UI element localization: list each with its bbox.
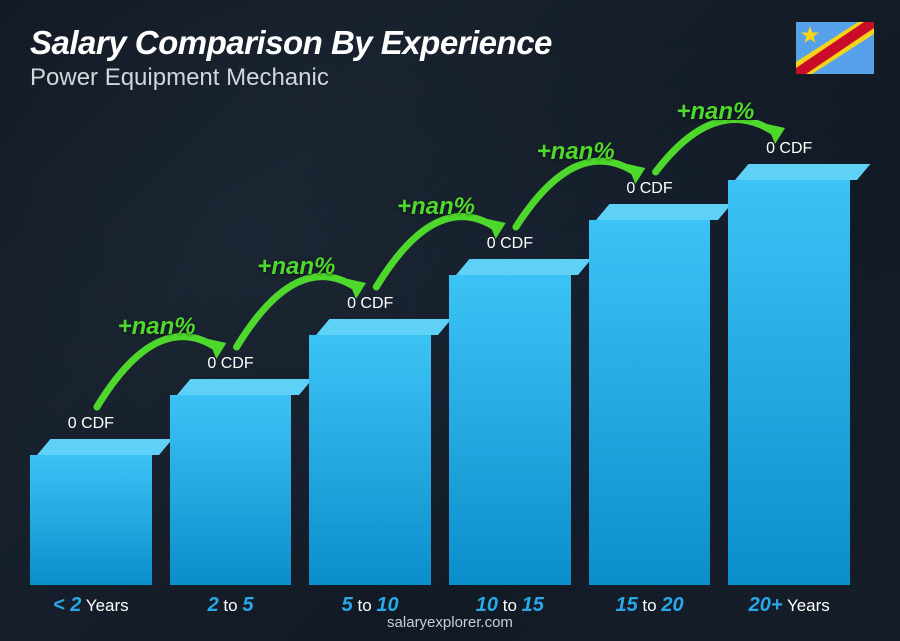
delta-arrow-icon xyxy=(30,120,850,585)
bar-group: 0 CDF5 to 10 xyxy=(309,295,431,585)
bar-group: 0 CDF2 to 5 xyxy=(170,355,292,585)
bar-value-label: 0 CDF xyxy=(766,140,812,158)
bar-chart: 0 CDF< 2 Years0 CDF2 to 50 CDF5 to 100 C… xyxy=(30,120,850,585)
footer-attribution: salaryexplorer.com xyxy=(0,614,900,631)
delta-arrow-icon xyxy=(30,120,850,585)
bar-top-face xyxy=(316,319,451,335)
bar-front-face xyxy=(30,455,152,585)
bar-top-face xyxy=(456,259,591,275)
delta-label: +nan% xyxy=(537,138,615,166)
bar-value-label: 0 CDF xyxy=(347,295,393,313)
flag-drc-icon xyxy=(796,22,874,74)
chart-subtitle: Power Equipment Mechanic xyxy=(30,64,870,92)
bar-top-face xyxy=(37,439,172,455)
bar-value-label: 0 CDF xyxy=(207,355,253,373)
bar-value-label: 0 CDF xyxy=(68,415,114,433)
content-region: Salary Comparison By Experience Power Eq… xyxy=(0,0,900,641)
bar-top-face xyxy=(596,204,731,220)
bar-front-face xyxy=(728,180,850,585)
delta-arrow-icon xyxy=(30,120,850,585)
bar-group: 0 CDF< 2 Years xyxy=(30,415,152,585)
bar xyxy=(30,439,152,585)
bar-front-face xyxy=(309,335,431,585)
bar-value-label: 0 CDF xyxy=(487,235,533,253)
bar-front-face xyxy=(449,275,571,585)
bar-group: 0 CDF10 to 15 xyxy=(449,235,571,585)
delta-arrow-icon xyxy=(30,120,850,585)
bar-front-face xyxy=(589,220,711,585)
bar-group: 0 CDF20+ Years xyxy=(728,140,850,585)
bar-top-face xyxy=(177,379,312,395)
bar-group: 0 CDF15 to 20 xyxy=(589,180,711,585)
bar-value-label: 0 CDF xyxy=(626,180,672,198)
bar xyxy=(589,204,711,585)
delta-arrow-icon xyxy=(30,120,850,585)
bar-front-face xyxy=(170,395,292,585)
bar xyxy=(728,164,850,585)
delta-label: +nan% xyxy=(118,313,196,341)
bar xyxy=(449,259,571,585)
bar xyxy=(309,319,431,585)
bar-top-face xyxy=(735,164,870,180)
chart-title: Salary Comparison By Experience xyxy=(30,24,870,62)
delta-label: +nan% xyxy=(397,193,475,221)
delta-label: +nan% xyxy=(676,98,754,126)
bar xyxy=(170,379,292,585)
delta-label: +nan% xyxy=(257,253,335,281)
